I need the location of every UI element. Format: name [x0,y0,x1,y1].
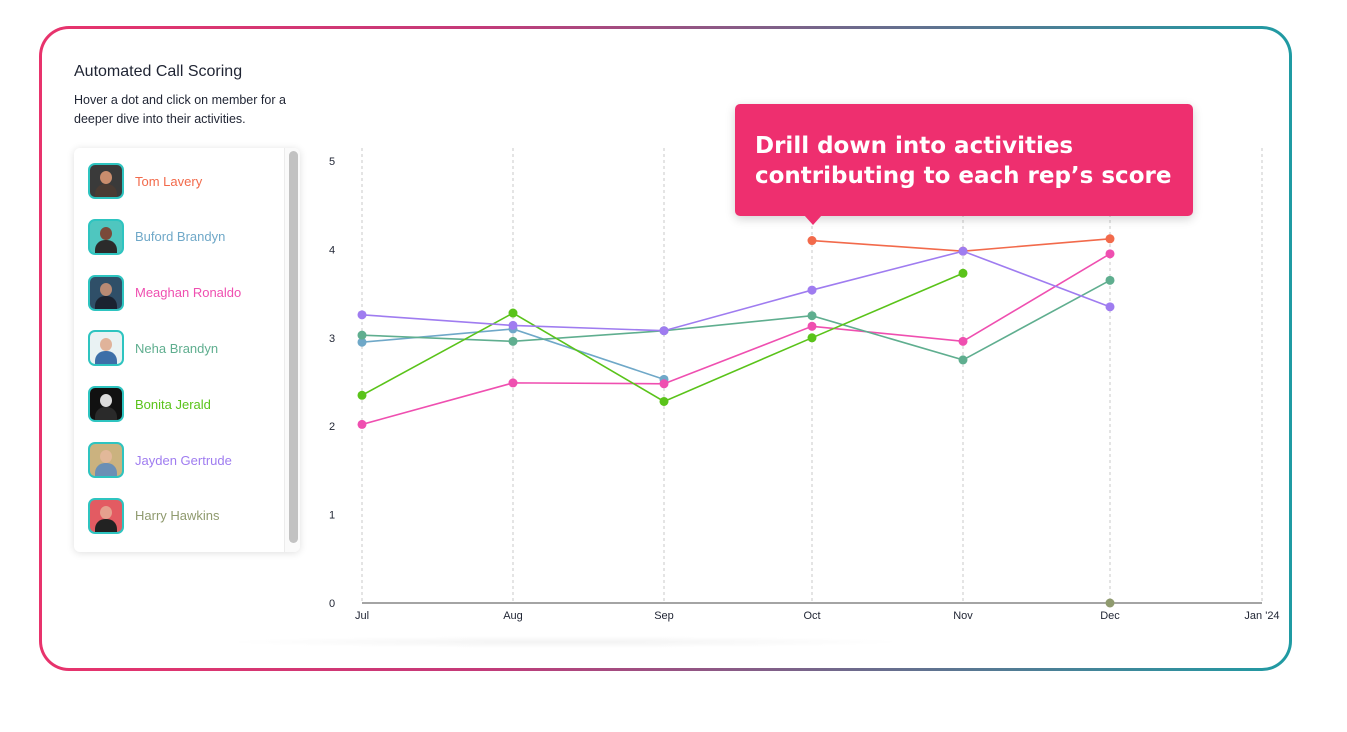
member-name: Meaghan Ronaldo [135,285,242,301]
series-line [361,250,1111,332]
avatar [88,330,124,367]
scrollbar[interactable] [284,148,300,552]
avatar-head [100,282,112,296]
avatar-head [100,171,112,184]
member-list: Tom Lavery Buford Brandyn Meaghan Ronaldo N… [74,148,284,552]
callout-pointer [804,215,822,225]
data-point[interactable] [807,321,817,331]
y-tick-label: 3 [329,333,335,345]
member-item[interactable]: Tom Lavery [88,162,278,200]
avatar-body [95,351,117,365]
member-name: Bonita Jerald [135,396,211,412]
y-tick-label: 1 [329,510,335,522]
data-point[interactable] [807,311,817,321]
avatar [88,218,124,255]
chart-bottom-shadow [220,636,910,648]
member-name: Harry Hawkins [135,508,220,524]
data-point[interactable] [958,246,968,256]
scrollbar-thumb[interactable] [289,151,298,543]
avatar-body [95,239,117,253]
avatar [88,386,124,423]
avatar-body [95,463,117,476]
data-point[interactable] [958,336,968,346]
x-tick-label: Nov [953,610,973,622]
data-point[interactable] [508,336,518,346]
member-name: Tom Lavery [135,173,203,189]
data-point[interactable] [357,310,367,320]
avatar-head [100,505,112,519]
avatar-body [95,407,117,421]
member-item[interactable]: Jayden Gertrude [88,441,278,479]
avatar-head [100,394,112,408]
data-point[interactable] [508,378,518,388]
avatar-body [95,184,117,197]
member-name: Buford Brandyn [135,229,226,245]
data-point[interactable] [1105,249,1115,259]
data-point[interactable] [807,236,817,246]
member-name: Jayden Gertrude [135,452,232,468]
y-tick-label: 5 [329,156,335,168]
avatar-head [100,450,112,463]
series-line [361,253,1111,426]
series-line [361,279,1111,361]
data-point[interactable] [958,268,968,278]
member-item[interactable]: Buford Brandyn [88,218,278,256]
member-item[interactable]: Bonita Jerald [88,385,278,423]
data-point[interactable] [807,333,817,343]
x-tick-label: Oct [803,610,820,622]
member-list-panel: Tom Lavery Buford Brandyn Meaghan Ronaldo N… [74,148,300,552]
data-point[interactable] [659,326,669,336]
member-item[interactable]: Harry Hawkins [88,497,278,535]
data-point[interactable] [1105,275,1115,285]
y-tick-label: 2 [329,421,335,433]
avatar-body [95,295,117,309]
avatar [88,497,124,534]
y-tick-label: 4 [329,244,335,256]
data-point[interactable] [1105,234,1115,244]
data-point[interactable] [508,308,518,318]
avatar-head [100,226,112,240]
avatar [88,274,124,311]
y-tick-label: 0 [329,598,335,610]
data-point[interactable] [1105,598,1115,608]
data-point[interactable] [1105,302,1115,312]
data-point[interactable] [807,285,817,295]
avatar [88,163,124,199]
data-point[interactable] [659,396,669,406]
member-item[interactable]: Neha Brandyn [88,329,278,367]
callout-tooltip: Drill down into activities contributing … [735,104,1193,216]
data-point[interactable] [357,390,367,400]
chart-title: Automated Call Scoring [74,63,243,80]
member-item[interactable]: Meaghan Ronaldo [88,274,278,312]
chart-subtitle: Hover a dot and click on member for a de… [74,93,286,126]
data-point[interactable] [357,337,367,347]
avatar-head [100,338,112,352]
x-tick-label: Jan '24 [1244,610,1279,622]
data-point[interactable] [659,379,669,389]
x-tick-label: Jul [355,610,369,622]
member-name: Neha Brandyn [135,340,219,356]
data-point[interactable] [357,330,367,340]
data-point[interactable] [958,355,968,365]
x-tick-label: Dec [1100,610,1120,622]
x-tick-label: Aug [503,610,523,622]
x-tick-label: Sep [654,610,674,622]
data-point[interactable] [508,320,518,330]
avatar [88,442,124,478]
data-point[interactable] [357,419,367,429]
avatar-body [95,518,117,532]
